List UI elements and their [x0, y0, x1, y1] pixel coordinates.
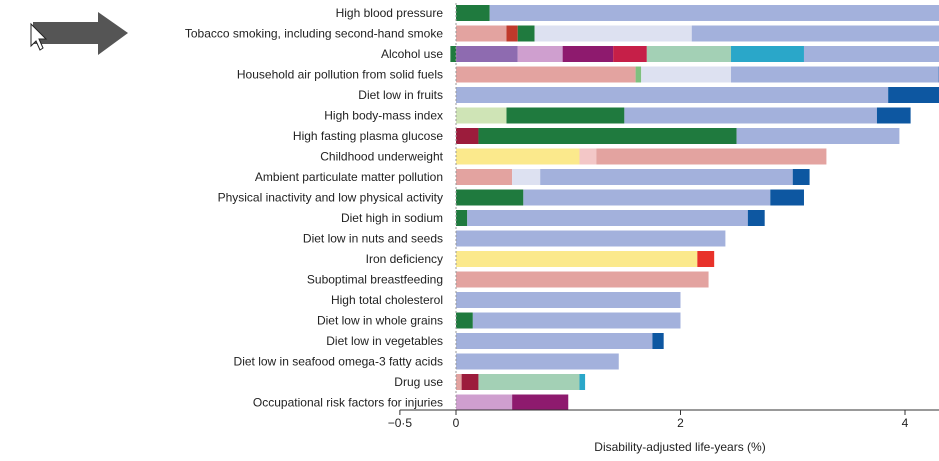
category-label: Diet low in whole grains: [317, 314, 443, 328]
bar-segment: [652, 333, 664, 349]
bar-segment: [456, 353, 619, 370]
category-label: Drug use: [394, 375, 443, 389]
bar-segment: [888, 87, 939, 103]
bar-segment: [613, 46, 647, 62]
bar-segment: [506, 25, 518, 42]
bar-segment: [512, 394, 569, 411]
bar-segment: [456, 25, 507, 42]
category-label: High body-mass index: [324, 109, 443, 123]
bar-segment: [523, 189, 771, 206]
bar-segment: [770, 189, 804, 206]
bar-segment: [456, 230, 726, 247]
category-label: Suboptimal breastfeeding: [307, 273, 443, 287]
bar-segment: [456, 374, 462, 390]
bar-segment: [456, 148, 580, 165]
bar-segment: [456, 394, 513, 411]
category-label: Tobacco smoking, including second-hand s…: [185, 27, 443, 41]
category-label: Diet low in vegetables: [326, 334, 443, 348]
bar-segment: [517, 25, 535, 42]
bar-segment: [456, 271, 709, 288]
bar-segment: [876, 107, 911, 124]
category-label: Physical inactivity and low physical act…: [218, 191, 443, 205]
bar-segment: [456, 169, 513, 185]
category-label: Household air pollution from solid fuels: [237, 68, 443, 82]
category-label: Diet low in seafood omega-3 fatty acids: [234, 355, 443, 369]
x-tick-label: −0·5: [388, 416, 413, 430]
bar-segment: [697, 251, 715, 267]
category-label: Occupational risk factors for injuries: [253, 396, 443, 410]
bar-segment: [596, 148, 827, 165]
bar-segment: [456, 210, 468, 226]
bar-segment: [450, 46, 456, 62]
bar-segment: [489, 5, 939, 21]
bar-segment: [624, 107, 877, 124]
bar-segment: [478, 128, 737, 144]
category-label: High blood pressure: [336, 6, 444, 20]
bar-segment: [534, 25, 692, 42]
bar-segment: [635, 66, 642, 83]
bar-segment: [579, 374, 586, 390]
bar-segment: [472, 312, 681, 329]
bar-segment: [456, 189, 524, 206]
bar-segment: [461, 374, 479, 390]
bar-segment: [736, 128, 900, 144]
bar-segment: [646, 46, 732, 62]
category-label: Diet low in nuts and seeds: [303, 232, 443, 246]
bar-segment: [478, 374, 580, 390]
category-label: Ambient particulate matter pollution: [255, 170, 443, 184]
bar-segment: [792, 169, 810, 185]
bar-segment: [517, 46, 563, 62]
bar-segment: [506, 107, 625, 124]
x-axis-title: Disability-adjusted life-years (%): [594, 440, 765, 454]
category-label: Alcohol use: [381, 47, 443, 61]
bar-segment: [747, 210, 765, 226]
bar-segment: [456, 87, 889, 103]
bar-segment: [562, 46, 614, 62]
category-label: High fasting plasma glucose: [293, 129, 443, 143]
bar-segment: [456, 128, 479, 144]
x-tick-label: 0: [453, 416, 460, 430]
bar-segment: [456, 66, 636, 83]
category-label: Childhood underweight: [320, 150, 443, 164]
category-label: Iron deficiency: [366, 252, 443, 266]
bars-layer: [450, 3, 939, 411]
bar-segment: [456, 107, 507, 124]
x-tick-label: 2: [677, 416, 684, 430]
bar-segment: [512, 169, 541, 185]
bar-segment: [803, 46, 939, 62]
bar-segment: [731, 46, 804, 62]
x-tick-label: 4: [902, 416, 909, 430]
bar-segment: [456, 312, 473, 329]
bar-segment: [731, 66, 939, 83]
category-label: Diet high in sodium: [341, 211, 443, 225]
bar-segment: [691, 25, 939, 42]
bar-segment: [456, 5, 490, 21]
category-label: High total cholesterol: [331, 293, 443, 307]
x-axis: −0·502468: [388, 409, 939, 430]
bar-segment: [540, 169, 793, 185]
category-labels: High blood pressure Tobacco smoking, incl…: [185, 6, 444, 410]
bar-segment: [641, 66, 732, 83]
bar-segment: [456, 292, 681, 308]
category-label: Diet low in fruits: [358, 88, 443, 102]
arrow-pointer-icon: [30, 12, 128, 55]
bar-segment: [579, 148, 597, 165]
bar-segment: [467, 210, 748, 226]
bar-segment: [456, 333, 653, 349]
bar-segment: [456, 251, 698, 267]
bar-segment: [456, 46, 518, 62]
